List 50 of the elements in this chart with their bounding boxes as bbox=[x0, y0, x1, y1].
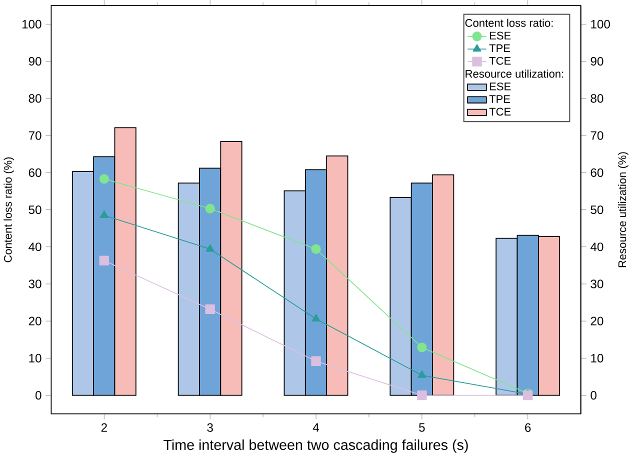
point bbox=[100, 210, 108, 218]
point bbox=[311, 244, 321, 254]
legend-label: TCE bbox=[489, 56, 511, 65]
x-tick-label: 3 bbox=[207, 423, 213, 432]
y-tick-label: 50 bbox=[28, 205, 42, 214]
legend-label: ESE bbox=[490, 82, 511, 90]
point bbox=[205, 304, 215, 314]
x-tick-label: 5 bbox=[419, 423, 425, 432]
y2-tick-label: 80 bbox=[590, 94, 604, 102]
y2-tick-label: 20 bbox=[590, 316, 604, 326]
x-tick-label: 6 bbox=[525, 423, 531, 432]
y-tick-label: 100 bbox=[22, 20, 42, 28]
x-axis-title: Time interval between two cascading failures (s) bbox=[164, 439, 468, 453]
y-tick-label: 60 bbox=[28, 168, 42, 177]
point bbox=[99, 255, 110, 266]
y2-tick-label: 40 bbox=[590, 242, 604, 251]
y-tick-label: 80 bbox=[28, 94, 42, 102]
y2-tick-label: 90 bbox=[590, 56, 604, 66]
y2-tick-label: 70 bbox=[590, 130, 604, 140]
point bbox=[206, 244, 214, 252]
y-tick-label: 70 bbox=[28, 130, 42, 140]
point bbox=[312, 314, 320, 322]
y-tick-label: 90 bbox=[28, 56, 42, 66]
legend-label: TCE bbox=[489, 108, 511, 116]
point bbox=[205, 204, 215, 214]
y2-tick-label: 60 bbox=[590, 168, 604, 177]
point bbox=[417, 390, 427, 400]
x-tick-label: 2 bbox=[101, 423, 107, 432]
x-tick-label: 4 bbox=[312, 423, 320, 432]
point bbox=[418, 370, 426, 378]
y-axis-title: Content loss ratio (%) bbox=[4, 157, 14, 262]
y2-tick-label: 30 bbox=[590, 279, 604, 288]
annotation: Content loss ratio: bbox=[465, 18, 553, 27]
y-tick-label: 40 bbox=[28, 242, 42, 251]
y2-tick-label: 100 bbox=[591, 20, 610, 28]
y-tick-label: 0 bbox=[36, 390, 42, 400]
y2-tick-label: 10 bbox=[591, 354, 604, 362]
y-tick-label: 20 bbox=[28, 316, 42, 326]
y2-tick-label: 50 bbox=[590, 205, 604, 214]
point bbox=[311, 356, 321, 366]
legend-label: ESE bbox=[490, 31, 511, 40]
point bbox=[417, 342, 427, 352]
y-tick-label: 10 bbox=[29, 354, 42, 362]
y2-axis-title: Resource utilization (%) bbox=[618, 152, 628, 267]
legend-label: TPE bbox=[489, 44, 510, 52]
annotation: Resource utilization: bbox=[466, 69, 564, 78]
legend-label: TPE bbox=[489, 94, 510, 103]
y2-tick-label: 0 bbox=[590, 390, 596, 400]
point bbox=[99, 174, 110, 184]
y-tick-label: 30 bbox=[28, 279, 42, 288]
